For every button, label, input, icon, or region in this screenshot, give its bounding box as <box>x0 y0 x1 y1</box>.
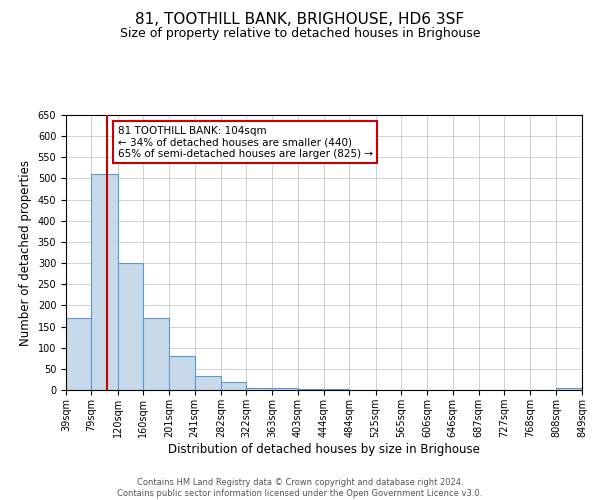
Y-axis label: Number of detached properties: Number of detached properties <box>19 160 32 346</box>
Bar <box>221 382 246 390</box>
Text: Contains HM Land Registry data © Crown copyright and database right 2024.
Contai: Contains HM Land Registry data © Crown c… <box>118 478 482 498</box>
Text: 81 TOOTHILL BANK: 104sqm
← 34% of detached houses are smaller (440)
65% of semi-: 81 TOOTHILL BANK: 104sqm ← 34% of detach… <box>118 126 373 159</box>
Bar <box>143 318 169 390</box>
Bar <box>556 388 582 390</box>
Bar <box>324 389 349 390</box>
Bar <box>246 388 272 390</box>
Bar <box>118 263 143 390</box>
Bar <box>91 174 118 390</box>
Bar <box>194 376 221 390</box>
Bar <box>66 318 91 390</box>
Bar <box>169 356 194 390</box>
Text: Size of property relative to detached houses in Brighouse: Size of property relative to detached ho… <box>120 28 480 40</box>
X-axis label: Distribution of detached houses by size in Brighouse: Distribution of detached houses by size … <box>168 442 480 456</box>
Bar <box>272 388 298 390</box>
Bar <box>298 389 324 390</box>
Text: 81, TOOTHILL BANK, BRIGHOUSE, HD6 3SF: 81, TOOTHILL BANK, BRIGHOUSE, HD6 3SF <box>136 12 464 28</box>
